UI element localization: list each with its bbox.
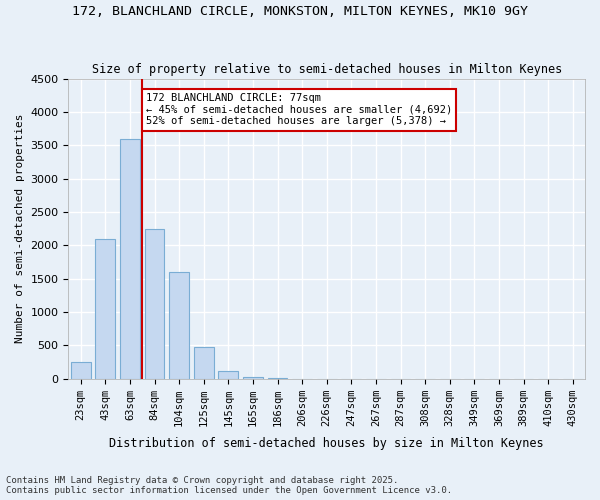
- Bar: [194, 346, 214, 378]
- Text: 172, BLANCHLAND CIRCLE, MONKSTON, MILTON KEYNES, MK10 9GY: 172, BLANCHLAND CIRCLE, MONKSTON, MILTON…: [72, 5, 528, 18]
- Bar: [71, 362, 91, 378]
- Y-axis label: Number of semi-detached properties: Number of semi-detached properties: [15, 114, 25, 344]
- Bar: [145, 228, 164, 378]
- Text: 172 BLANCHLAND CIRCLE: 77sqm
← 45% of semi-detached houses are smaller (4,692)
5: 172 BLANCHLAND CIRCLE: 77sqm ← 45% of se…: [146, 93, 452, 126]
- X-axis label: Distribution of semi-detached houses by size in Milton Keynes: Distribution of semi-detached houses by …: [109, 437, 544, 450]
- Bar: [95, 238, 115, 378]
- Bar: [169, 272, 189, 378]
- Title: Size of property relative to semi-detached houses in Milton Keynes: Size of property relative to semi-detach…: [92, 63, 562, 76]
- Bar: [218, 370, 238, 378]
- Bar: [243, 376, 263, 378]
- Text: Contains HM Land Registry data © Crown copyright and database right 2025.
Contai: Contains HM Land Registry data © Crown c…: [6, 476, 452, 495]
- Bar: [120, 138, 140, 378]
